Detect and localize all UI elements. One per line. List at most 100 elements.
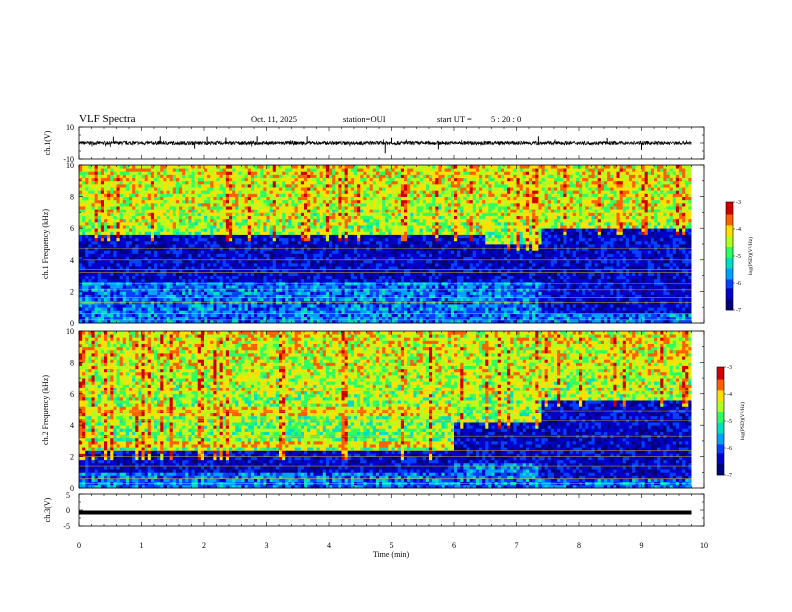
spectrogram-cell <box>332 253 336 257</box>
spectrogram-cell <box>173 304 177 308</box>
spectrogram-cell <box>135 178 139 182</box>
spectrogram-cell <box>298 187 302 191</box>
spectrogram-cell <box>123 304 127 308</box>
spectrogram-cell <box>379 231 383 235</box>
spectrogram-cell <box>82 235 86 239</box>
spectrogram-cell <box>235 184 239 188</box>
spectrogram-cell <box>329 276 333 280</box>
spectrogram-cell <box>179 304 183 308</box>
spectrogram-cell <box>235 279 239 283</box>
spectrogram-cell <box>217 203 221 207</box>
spectrogram-cell <box>95 212 99 216</box>
spectrogram-cell <box>335 212 339 216</box>
spectrogram-cell <box>110 168 114 172</box>
spectrogram-cell <box>323 314 327 318</box>
spectrogram-cell <box>167 263 171 267</box>
spectrogram-cell <box>85 200 89 204</box>
spectrogram-cell <box>242 253 246 257</box>
spectrogram-cell <box>376 184 380 188</box>
spectrogram-cell <box>232 219 236 223</box>
spectrogram-cell <box>107 184 111 188</box>
spectrogram-cell <box>210 285 214 289</box>
spectrogram-cell <box>98 225 102 229</box>
spectrogram-cell <box>129 206 133 210</box>
spectrogram-cell <box>251 193 255 197</box>
spectrogram-cell <box>123 200 127 204</box>
spectrogram-cell <box>301 260 305 264</box>
spectrogram-cell <box>210 291 214 295</box>
spectrogram-cell <box>223 197 227 201</box>
spectrogram-cell <box>92 165 96 169</box>
spectrogram-cell <box>332 291 336 295</box>
spectrogram-cell <box>204 216 208 220</box>
spectrogram-cell <box>242 291 246 295</box>
spectrogram-cell <box>226 203 230 207</box>
spectrogram-cell <box>173 187 177 191</box>
spectrogram-cell <box>348 244 352 248</box>
spectrogram-cell <box>263 298 267 302</box>
spectrogram-cell <box>151 200 155 204</box>
spectrogram-cell <box>142 206 146 210</box>
spectrogram-cell <box>210 216 214 220</box>
spectrogram-cell <box>160 181 164 185</box>
spectrogram-cell <box>123 298 127 302</box>
spectrogram-cell <box>151 187 155 191</box>
spectrogram-cell <box>182 222 186 226</box>
spectrogram-cell <box>360 197 364 201</box>
spectrogram-cell <box>135 272 139 276</box>
spectrogram-cell <box>351 241 355 245</box>
spectrogram-cell <box>123 181 127 185</box>
spectrogram-cell <box>279 178 283 182</box>
spectrogram-cell <box>185 171 189 175</box>
spectrogram-cell <box>201 200 205 204</box>
spectrogram-cell <box>154 206 158 210</box>
spectrogram-cell <box>254 238 258 242</box>
spectrogram-cell <box>338 225 342 229</box>
spectrogram-cell <box>98 222 102 226</box>
spectrogram-cell <box>179 222 183 226</box>
spectrogram-cell <box>176 222 180 226</box>
spectrogram-cell <box>338 171 342 175</box>
spectrogram-cell <box>288 241 292 245</box>
spectrogram-cell <box>276 291 280 295</box>
spectrogram-cell <box>285 235 289 239</box>
spectrogram-cell <box>132 181 136 185</box>
spectrogram-cell <box>345 178 349 182</box>
spectrogram-cell <box>113 219 117 223</box>
spectrogram-cell <box>117 200 121 204</box>
spectrogram-cell <box>185 212 189 216</box>
spectrogram-cell <box>270 276 274 280</box>
spectrogram-cell <box>182 206 186 210</box>
spectrogram-cell <box>173 298 177 302</box>
spectrogram-cell <box>188 216 192 220</box>
spectrogram-cell <box>304 190 308 194</box>
spectrogram-cell <box>354 235 358 239</box>
spectrogram-cell <box>317 200 321 204</box>
spectrogram-cell <box>132 276 136 280</box>
spectrogram-cell <box>276 298 280 302</box>
spectrogram-cell <box>176 250 180 254</box>
spectrogram-cell <box>198 260 202 264</box>
spectrogram-cell <box>120 171 124 175</box>
spectrogram-cell <box>154 225 158 229</box>
spectrogram-cell <box>345 314 349 318</box>
spectrogram-cell <box>132 203 136 207</box>
spectrogram-cell <box>157 225 161 229</box>
spectrogram-cell <box>367 190 371 194</box>
spectrogram-cell <box>217 285 221 289</box>
spectrogram-cell <box>370 276 374 280</box>
spectrogram-cell <box>182 225 186 229</box>
spectrogram-cell <box>176 235 180 239</box>
spectrogram-cell <box>373 203 377 207</box>
spectrogram-cell <box>360 225 364 229</box>
spectrogram-cell <box>376 168 380 172</box>
spectrogram-cell <box>373 272 377 276</box>
spectrogram-cell <box>188 197 192 201</box>
spectrogram-cell <box>329 203 333 207</box>
spectrogram-cell <box>213 235 217 239</box>
spectrogram-cell <box>276 260 280 264</box>
spectrogram-cell <box>120 238 124 242</box>
spectrogram-cell <box>326 291 330 295</box>
spectrogram-cell <box>113 231 117 235</box>
spectrogram-cell <box>167 174 171 178</box>
